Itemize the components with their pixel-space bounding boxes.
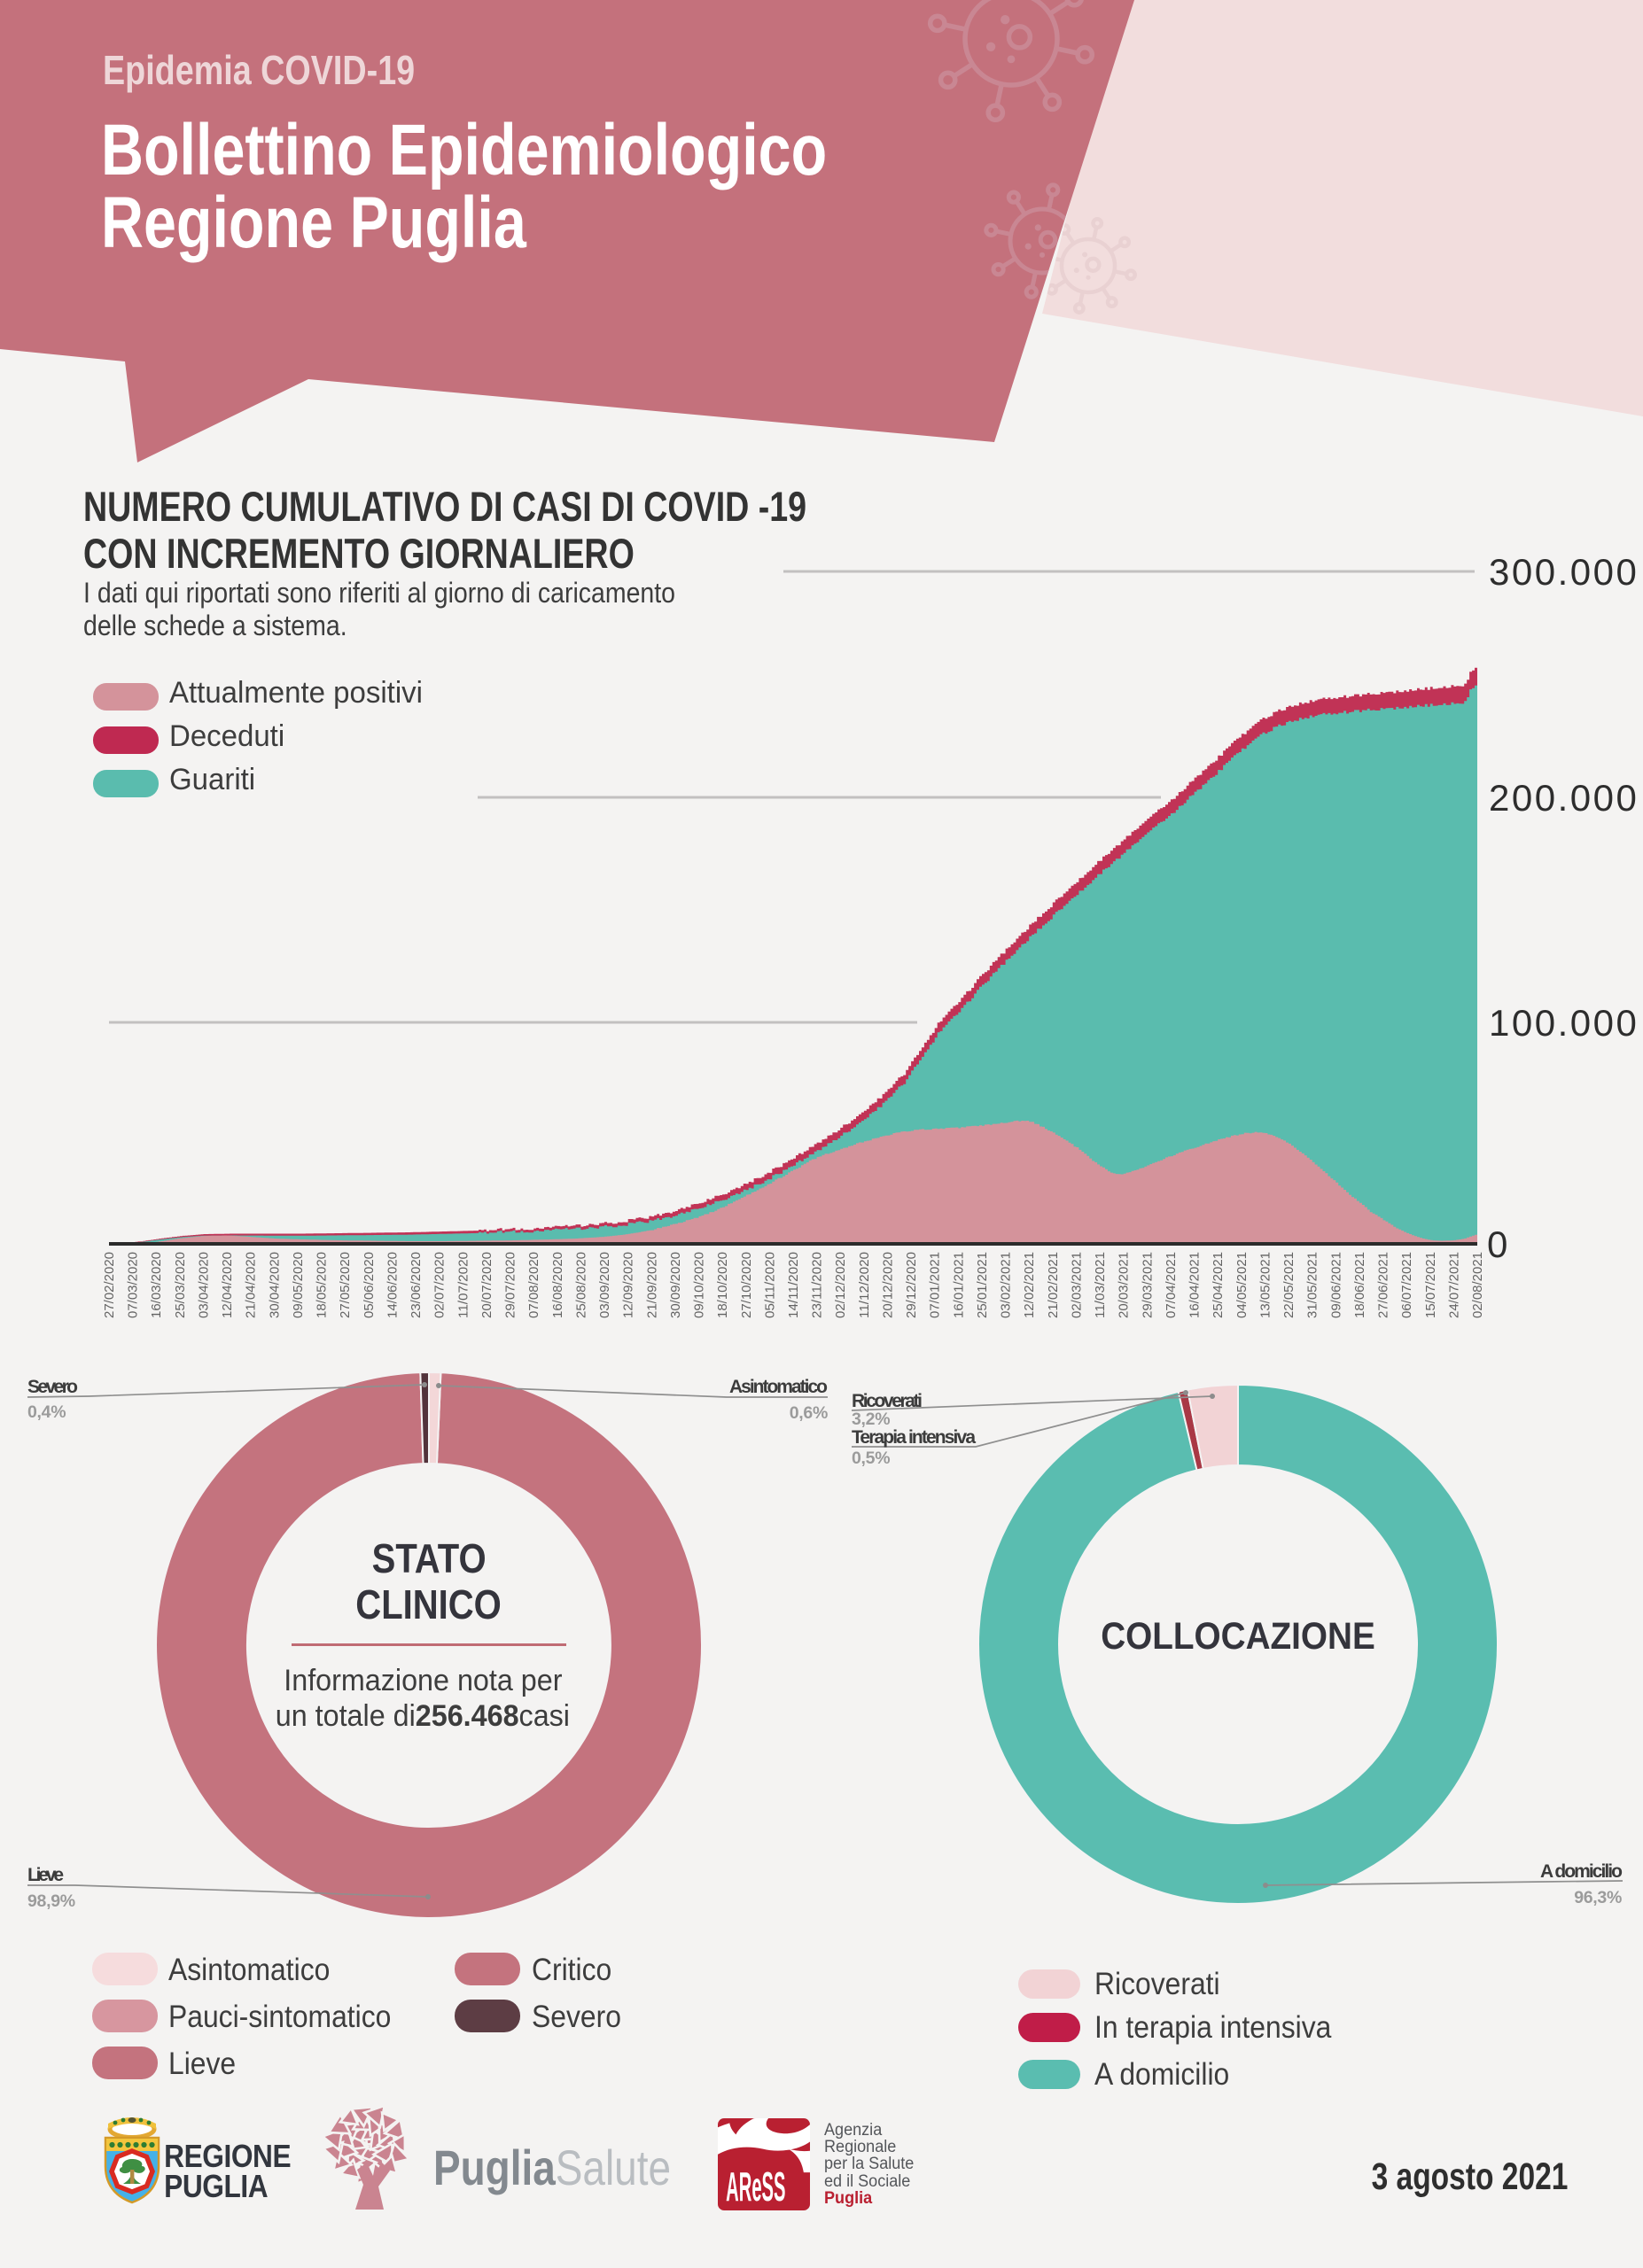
svg-text:13/05/2021: 13/05/2021	[1258, 1252, 1273, 1318]
svg-text:02/07/2020: 02/07/2020	[432, 1252, 448, 1318]
svg-text:02/12/2020: 02/12/2020	[833, 1252, 848, 1318]
svg-text:20/12/2020: 20/12/2020	[881, 1252, 896, 1318]
svg-text:0,5%: 0,5%	[852, 1449, 890, 1468]
svg-text:27/05/2020: 27/05/2020	[338, 1252, 353, 1318]
svg-text:25/01/2021: 25/01/2021	[975, 1252, 990, 1318]
svg-text:18/05/2020: 18/05/2020	[315, 1252, 330, 1318]
svg-text:29/07/2020: 29/07/2020	[503, 1252, 518, 1318]
svg-text:16/01/2021: 16/01/2021	[951, 1252, 966, 1318]
svg-text:23/11/2020: 23/11/2020	[810, 1252, 825, 1318]
svg-text:27/02/2020: 27/02/2020	[102, 1252, 117, 1318]
svg-text:16/04/2021: 16/04/2021	[1187, 1252, 1203, 1318]
svg-text:11/12/2020: 11/12/2020	[857, 1252, 872, 1318]
svg-text:21/09/2020: 21/09/2020	[644, 1252, 659, 1318]
svg-text:96,3%: 96,3%	[1574, 1888, 1622, 1907]
svg-text:07/03/2020: 07/03/2020	[126, 1252, 141, 1318]
svg-text:20/03/2021: 20/03/2021	[1117, 1252, 1132, 1318]
svg-text:20/07/2020: 20/07/2020	[479, 1252, 494, 1318]
svg-text:18/06/2021: 18/06/2021	[1352, 1252, 1367, 1318]
svg-text:0,4%: 0,4%	[27, 1402, 66, 1422]
svg-text:22/05/2021: 22/05/2021	[1281, 1252, 1296, 1318]
svg-text:12/04/2020: 12/04/2020	[220, 1252, 235, 1318]
svg-text:31/05/2021: 31/05/2021	[1305, 1252, 1320, 1318]
svg-text:Terapia intensiva: Terapia intensiva	[852, 1427, 976, 1448]
svg-text:11/07/2020: 11/07/2020	[456, 1252, 471, 1318]
svg-text:300.000: 300.000	[1489, 551, 1639, 593]
svg-text:05/06/2020: 05/06/2020	[362, 1252, 377, 1318]
svg-text:25/04/2021: 25/04/2021	[1211, 1252, 1226, 1318]
svg-text:30/09/2020: 30/09/2020	[668, 1252, 683, 1318]
svg-text:05/11/2020: 05/11/2020	[762, 1252, 777, 1318]
svg-text:14/11/2020: 14/11/2020	[786, 1252, 801, 1318]
svg-text:Ricoverati: Ricoverati	[852, 1391, 923, 1411]
svg-text:07/04/2021: 07/04/2021	[1164, 1252, 1179, 1318]
svg-text:09/06/2021: 09/06/2021	[1328, 1252, 1343, 1318]
svg-text:09/10/2020: 09/10/2020	[692, 1252, 707, 1318]
svg-text:A domicilio: A domicilio	[1540, 1861, 1623, 1882]
svg-text:03/09/2020: 03/09/2020	[597, 1252, 612, 1318]
svg-text:03/04/2020: 03/04/2020	[197, 1252, 212, 1318]
svg-text:14/06/2020: 14/06/2020	[385, 1252, 400, 1318]
svg-text:29/03/2021: 29/03/2021	[1140, 1252, 1155, 1318]
svg-text:30/04/2020: 30/04/2020	[267, 1252, 282, 1318]
svg-text:04/05/2021: 04/05/2021	[1234, 1252, 1250, 1318]
svg-text:AReSS: AReSS	[726, 2163, 785, 2210]
svg-text:07/08/2020: 07/08/2020	[526, 1252, 541, 1318]
svg-text:21/04/2020: 21/04/2020	[244, 1252, 259, 1318]
svg-text:23/06/2020: 23/06/2020	[409, 1252, 424, 1318]
svg-text:200.000: 200.000	[1489, 777, 1639, 819]
svg-text:03/02/2021: 03/02/2021	[999, 1252, 1014, 1318]
svg-text:07/01/2021: 07/01/2021	[928, 1252, 943, 1318]
svg-text:12/09/2020: 12/09/2020	[621, 1252, 636, 1318]
svg-text:11/03/2021: 11/03/2021	[1093, 1252, 1108, 1318]
svg-text:02/03/2021: 02/03/2021	[1069, 1252, 1084, 1318]
svg-text:25/08/2020: 25/08/2020	[573, 1252, 588, 1318]
svg-text:15/07/2021: 15/07/2021	[1423, 1252, 1438, 1318]
svg-text:Lieve: Lieve	[27, 1865, 64, 1885]
svg-text:02/08/2021: 02/08/2021	[1470, 1252, 1485, 1318]
svg-text:0: 0	[1487, 1223, 1510, 1265]
svg-text:3,2%: 3,2%	[852, 1410, 890, 1429]
svg-text:21/02/2021: 21/02/2021	[1046, 1252, 1061, 1318]
svg-text:29/12/2020: 29/12/2020	[904, 1252, 919, 1318]
svg-text:16/08/2020: 16/08/2020	[550, 1252, 565, 1318]
svg-text:0,6%: 0,6%	[790, 1403, 828, 1423]
svg-text:06/07/2021: 06/07/2021	[1399, 1252, 1414, 1318]
svg-text:27/06/2021: 27/06/2021	[1376, 1252, 1391, 1318]
svg-text:Severo: Severo	[27, 1377, 78, 1397]
svg-text:09/05/2020: 09/05/2020	[291, 1252, 306, 1318]
svg-text:25/03/2020: 25/03/2020	[173, 1252, 188, 1318]
svg-text:27/10/2020: 27/10/2020	[739, 1252, 754, 1318]
svg-text:12/02/2021: 12/02/2021	[1022, 1252, 1037, 1318]
svg-text:24/07/2021: 24/07/2021	[1446, 1252, 1461, 1318]
svg-text:Asintomatico: Asintomatico	[729, 1377, 828, 1397]
svg-text:100.000: 100.000	[1489, 1002, 1639, 1044]
svg-text:18/10/2020: 18/10/2020	[715, 1252, 730, 1318]
svg-text:REGIONE: REGIONE	[164, 2139, 291, 2174]
svg-text:PUGLIA: PUGLIA	[164, 2169, 268, 2204]
svg-text:16/03/2020: 16/03/2020	[149, 1252, 164, 1318]
svg-text:98,9%: 98,9%	[27, 1891, 75, 1911]
